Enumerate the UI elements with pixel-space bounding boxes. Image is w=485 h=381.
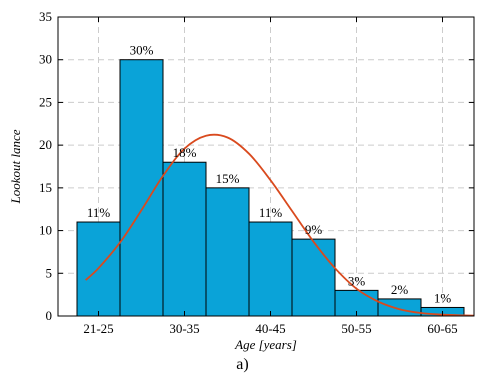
bars [76,59,465,317]
y-tick-label: 25 [39,94,52,109]
y-tick-label: 30 [39,52,52,67]
bar [291,238,336,317]
bar-data-label: 9% [305,222,323,237]
y-tick-label: 20 [39,137,52,152]
bar-data-label: 18% [173,145,197,160]
bar-data-label: 2% [391,282,409,297]
x-axis-label: Age [years] [234,337,297,352]
bar-data-label: 11% [259,205,283,220]
y-axis-label: Lookout lance [8,129,23,204]
y-tick-label: 0 [46,308,53,323]
bar-data-label: 30% [130,43,154,58]
bar-data-label: 15% [216,171,240,186]
x-tick-label: 30-35 [169,321,199,336]
bar [119,59,164,317]
bar [205,187,250,317]
x-tick-label: 50-55 [341,321,371,336]
fit-curve-line [84,133,474,316]
axes: 0 5 10 15 20 25 30 35 21-25 30-35 40-45 50-55 60-65 [39,9,475,336]
x-tick-label: 40-45 [255,321,285,336]
data-labels: 11% 30% 18% 15% 11% 9% 3% 2% 1% [87,43,452,306]
figure-caption: a) [236,356,249,373]
fit-curve [84,133,474,316]
y-tick-label: 35 [39,9,52,24]
bar-data-label: 1% [434,290,452,305]
bar [162,161,207,317]
bar [248,221,293,317]
y-tick-label: 15 [39,180,52,195]
bar-data-label: 3% [348,273,366,288]
y-tick-label: 5 [46,265,53,280]
plot-frame [57,16,475,317]
x-tick-label: 60-65 [427,321,457,336]
y-tick-label: 10 [39,223,52,238]
bar [377,298,422,317]
x-tick-label: 21-25 [83,321,113,336]
bar-data-label: 11% [87,205,111,220]
